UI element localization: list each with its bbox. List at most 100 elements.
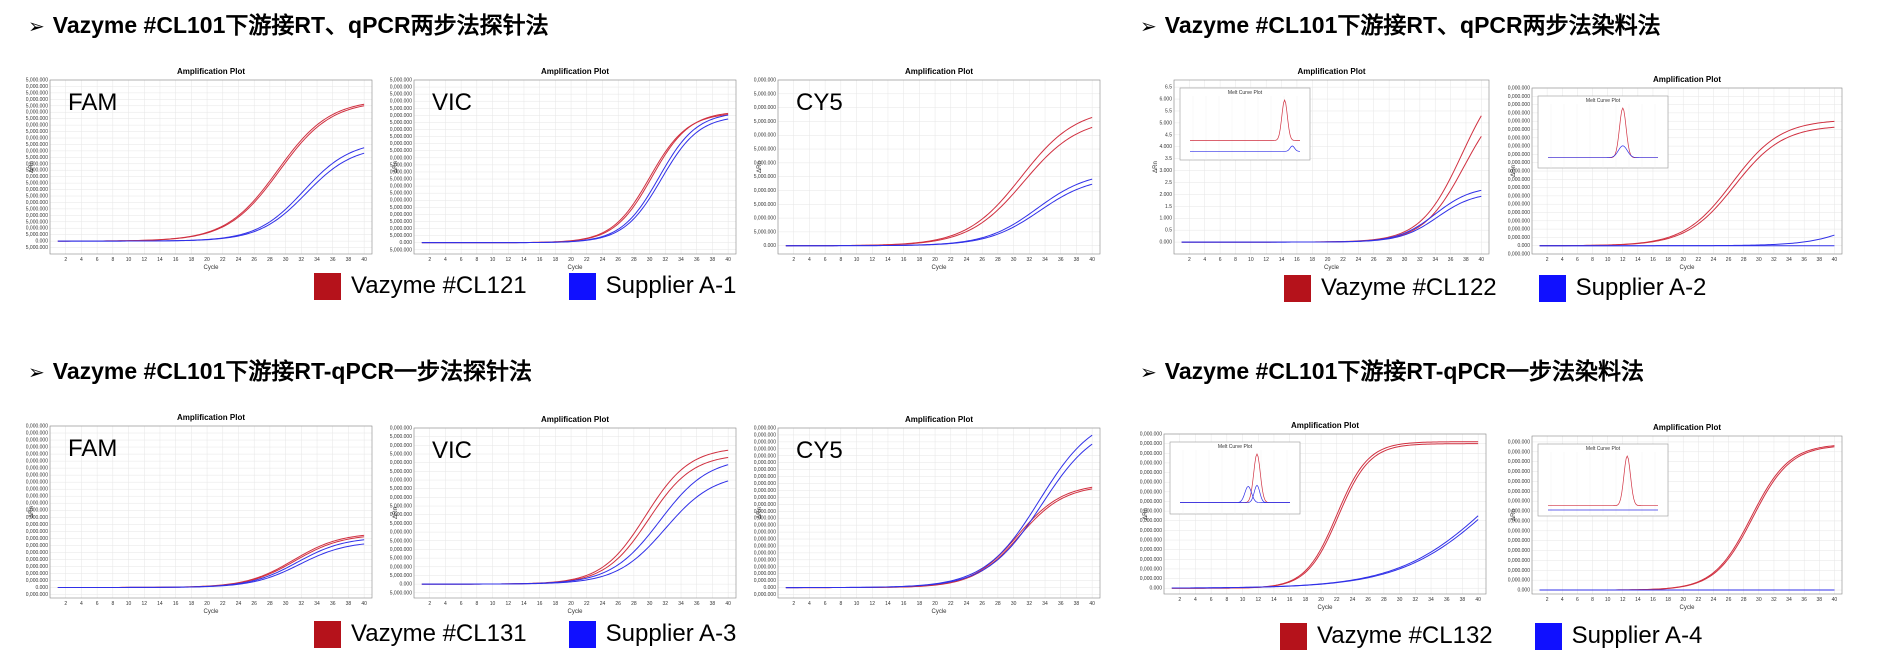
- y-tick-label: 20,000.000: [390, 547, 412, 553]
- y-tick-label: 500,000.000: [1140, 489, 1162, 495]
- y-axis-label: ΔRn: [1511, 165, 1517, 177]
- x-tick-label: 28: [1741, 257, 1747, 263]
- plot-title: Amplification Plot: [177, 413, 245, 422]
- x-tick-label: 26: [1371, 257, 1377, 263]
- y-tick-label: 30,000.000: [754, 564, 776, 570]
- x-tick-label: 6: [824, 601, 827, 607]
- plot-title: Amplification Plot: [177, 67, 245, 76]
- x-tick-label: 10: [126, 257, 132, 263]
- x-tick-label: 30: [647, 601, 653, 607]
- amplification-plot-fam-two-step: Amplification Plot -5,000.0000.0005,000.0…: [26, 67, 373, 271]
- inset-line-supplier: [1548, 145, 1658, 159]
- x-tick-label: 38: [1074, 601, 1080, 607]
- x-tick-label: 30: [1397, 597, 1403, 603]
- plot-title: Amplification Plot: [1653, 423, 1721, 432]
- x-tick-label: 24: [1711, 597, 1717, 603]
- y-tick-label: 55,000.000: [390, 486, 412, 492]
- plot-frame: [777, 427, 1101, 599]
- y-tick-label: 180,000.000: [754, 460, 776, 466]
- y-tick-label: 25,000.000: [26, 206, 48, 212]
- y-tick-label: 100,000.000: [26, 110, 48, 116]
- x-tick-label: 36: [330, 601, 336, 607]
- y-tick-label: 0.000: [1159, 240, 1172, 246]
- plot-title: Amplification Plot: [905, 67, 973, 76]
- y-tick-label: 4.5: [1165, 132, 1172, 138]
- x-tick-label: 14: [1635, 257, 1641, 263]
- y-tick-label: 125,000.000: [754, 174, 776, 180]
- x-tick-label: 30: [1402, 257, 1408, 263]
- x-tick-label: 2: [428, 601, 431, 607]
- x-tick-label: 38: [1460, 597, 1466, 603]
- y-tick-label: 75,000.000: [754, 202, 776, 208]
- y-tick-label: 3.000: [1159, 168, 1172, 174]
- x-tick-label: 2: [1188, 257, 1191, 263]
- y-tick-label: 700,000.000: [1140, 451, 1162, 457]
- x-tick-label: 10: [126, 601, 132, 607]
- x-tick-label: 38: [1817, 257, 1823, 263]
- x-tick-label: 40: [725, 601, 731, 607]
- x-tick-label: 38: [346, 601, 352, 607]
- y-tick-label: -50,000.000: [1508, 252, 1530, 258]
- plot-frame: [1163, 433, 1487, 595]
- y-tick-label: 50,000.000: [1508, 235, 1530, 241]
- x-tick-label: 22: [1340, 257, 1346, 263]
- x-axis-label: Cycle: [1324, 265, 1340, 271]
- x-tick-label: 6: [96, 601, 99, 607]
- y-tick-label: 350,000.000: [1140, 518, 1162, 524]
- y-tick-label: 0.000: [35, 585, 48, 591]
- y-tick-label: 5.5: [1165, 108, 1172, 114]
- x-tick-label: 40: [1832, 597, 1838, 603]
- x-tick-label: 12: [869, 257, 875, 263]
- x-tick-label: 12: [505, 601, 511, 607]
- y-axis-label: ΔRn: [1143, 508, 1149, 520]
- y-tick-label: 0.000: [1517, 243, 1530, 249]
- y-tick-label: 100,000.000: [1508, 227, 1530, 233]
- x-tick-label: 26: [251, 257, 257, 263]
- x-tick-label: 6: [460, 257, 463, 263]
- y-tick-label: 600,000.000: [1508, 469, 1530, 475]
- x-tick-label: 34: [1786, 257, 1792, 263]
- y-tick-label: 15,000.000: [26, 219, 48, 225]
- x-tick-label: 36: [1801, 257, 1807, 263]
- x-tick-label: 20: [568, 601, 574, 607]
- inset-line-vazyme: [1548, 455, 1658, 507]
- plot-title: Amplification Plot: [905, 415, 973, 424]
- x-tick-label: 30: [647, 257, 653, 263]
- x-tick-label: 24: [236, 601, 242, 607]
- x-tick-label: 2: [428, 257, 431, 263]
- x-tick-label: 32: [299, 601, 305, 607]
- x-tick-label: 40: [725, 257, 731, 263]
- y-tick-label: 85,000.000: [26, 129, 48, 135]
- x-tick-label: 10: [1605, 597, 1611, 603]
- y-tick-label: 65,000.000: [26, 155, 48, 161]
- y-tick-label: 110,000.000: [754, 509, 776, 515]
- y-tick-label: 120,000.000: [26, 84, 48, 90]
- y-tick-label: 1.000: [1159, 216, 1172, 222]
- x-tick-label: 18: [1310, 257, 1316, 263]
- x-tick-label: 6: [96, 257, 99, 263]
- y-tick-label: -10,000.000: [26, 592, 48, 598]
- series-line-supplier: [785, 443, 1093, 589]
- y-tick-label: 550,000.000: [1508, 479, 1530, 485]
- vazyme-swatch-icon: [1284, 274, 1311, 302]
- x-tick-label: 30: [1756, 257, 1762, 263]
- y-tick-label: 200,000.000: [1508, 210, 1530, 216]
- x-tick-label: 16: [537, 257, 543, 263]
- y-tick-label: 80,000.000: [26, 529, 48, 535]
- y-tick-label: 0.000: [1149, 586, 1162, 592]
- y-tick-label: 100,000.000: [754, 188, 776, 194]
- y-tick-label: 50,000.000: [26, 550, 48, 556]
- y-tick-label: 4.000: [1159, 144, 1172, 150]
- y-axis-label: ΔRn: [393, 161, 399, 173]
- y-tick-label: 5.000: [1159, 120, 1172, 126]
- x-tick-label: 18: [917, 601, 923, 607]
- x-tick-label: 22: [220, 601, 226, 607]
- x-tick-label: 16: [173, 257, 179, 263]
- x-tick-label: 14: [521, 601, 527, 607]
- y-tick-label: 500,000.000: [1508, 489, 1530, 495]
- plot-frame: [49, 79, 373, 255]
- y-tick-label: 65,000.000: [390, 469, 412, 475]
- legend-label-vazyme: Vazyme #CL132: [1317, 622, 1493, 649]
- y-tick-label: 0.5: [1165, 228, 1172, 234]
- x-tick-label: 28: [1386, 257, 1392, 263]
